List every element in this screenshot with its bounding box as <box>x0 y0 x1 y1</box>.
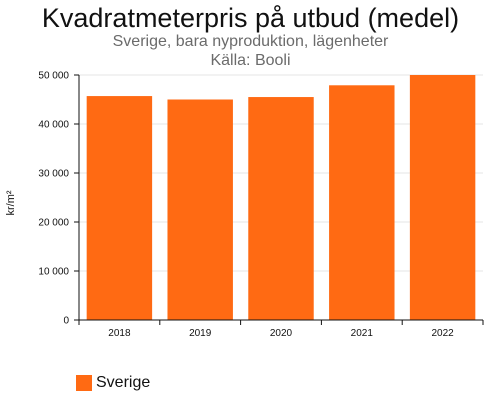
bar-2019 <box>167 99 233 320</box>
x-tick-label: 2018 <box>108 328 131 339</box>
chart-title: Kvadratmeterpris på utbud (medel) <box>41 3 460 33</box>
legend-label-sverige: Sverige <box>96 374 151 391</box>
x-tick-labels: 2018 2019 2020 2021 2022 <box>108 328 454 339</box>
y-tick-label: 40 000 <box>38 120 69 131</box>
y-tick-label: 20 000 <box>38 218 69 229</box>
x-tick-label: 2019 <box>189 328 212 339</box>
bar-2020 <box>248 97 314 320</box>
bar-2018 <box>86 96 153 320</box>
y-tick-label: 50 000 <box>38 71 69 82</box>
y-tick-label: 0 <box>63 316 69 327</box>
chart-subtitle: Sverige, bara nyproduktion, lägenheter <box>112 33 389 50</box>
legend-swatch-sverige <box>76 375 92 391</box>
bar-2021 <box>329 85 395 320</box>
y-tick-labels: 0 10 000 20 000 30 000 40 000 50 000 <box>38 71 69 327</box>
y-tick-label: 30 000 <box>38 169 69 180</box>
y-tick-label: 10 000 <box>38 267 69 278</box>
x-tick-label: 2021 <box>351 328 374 339</box>
bars <box>86 75 476 320</box>
chart-source: Källa: Booli <box>210 52 291 69</box>
legend: Sverige <box>76 373 150 393</box>
x-tick-label: 2020 <box>270 328 293 339</box>
axes <box>74 74 484 325</box>
bar-2022 <box>409 75 476 320</box>
x-tick-label: 2022 <box>431 328 454 339</box>
